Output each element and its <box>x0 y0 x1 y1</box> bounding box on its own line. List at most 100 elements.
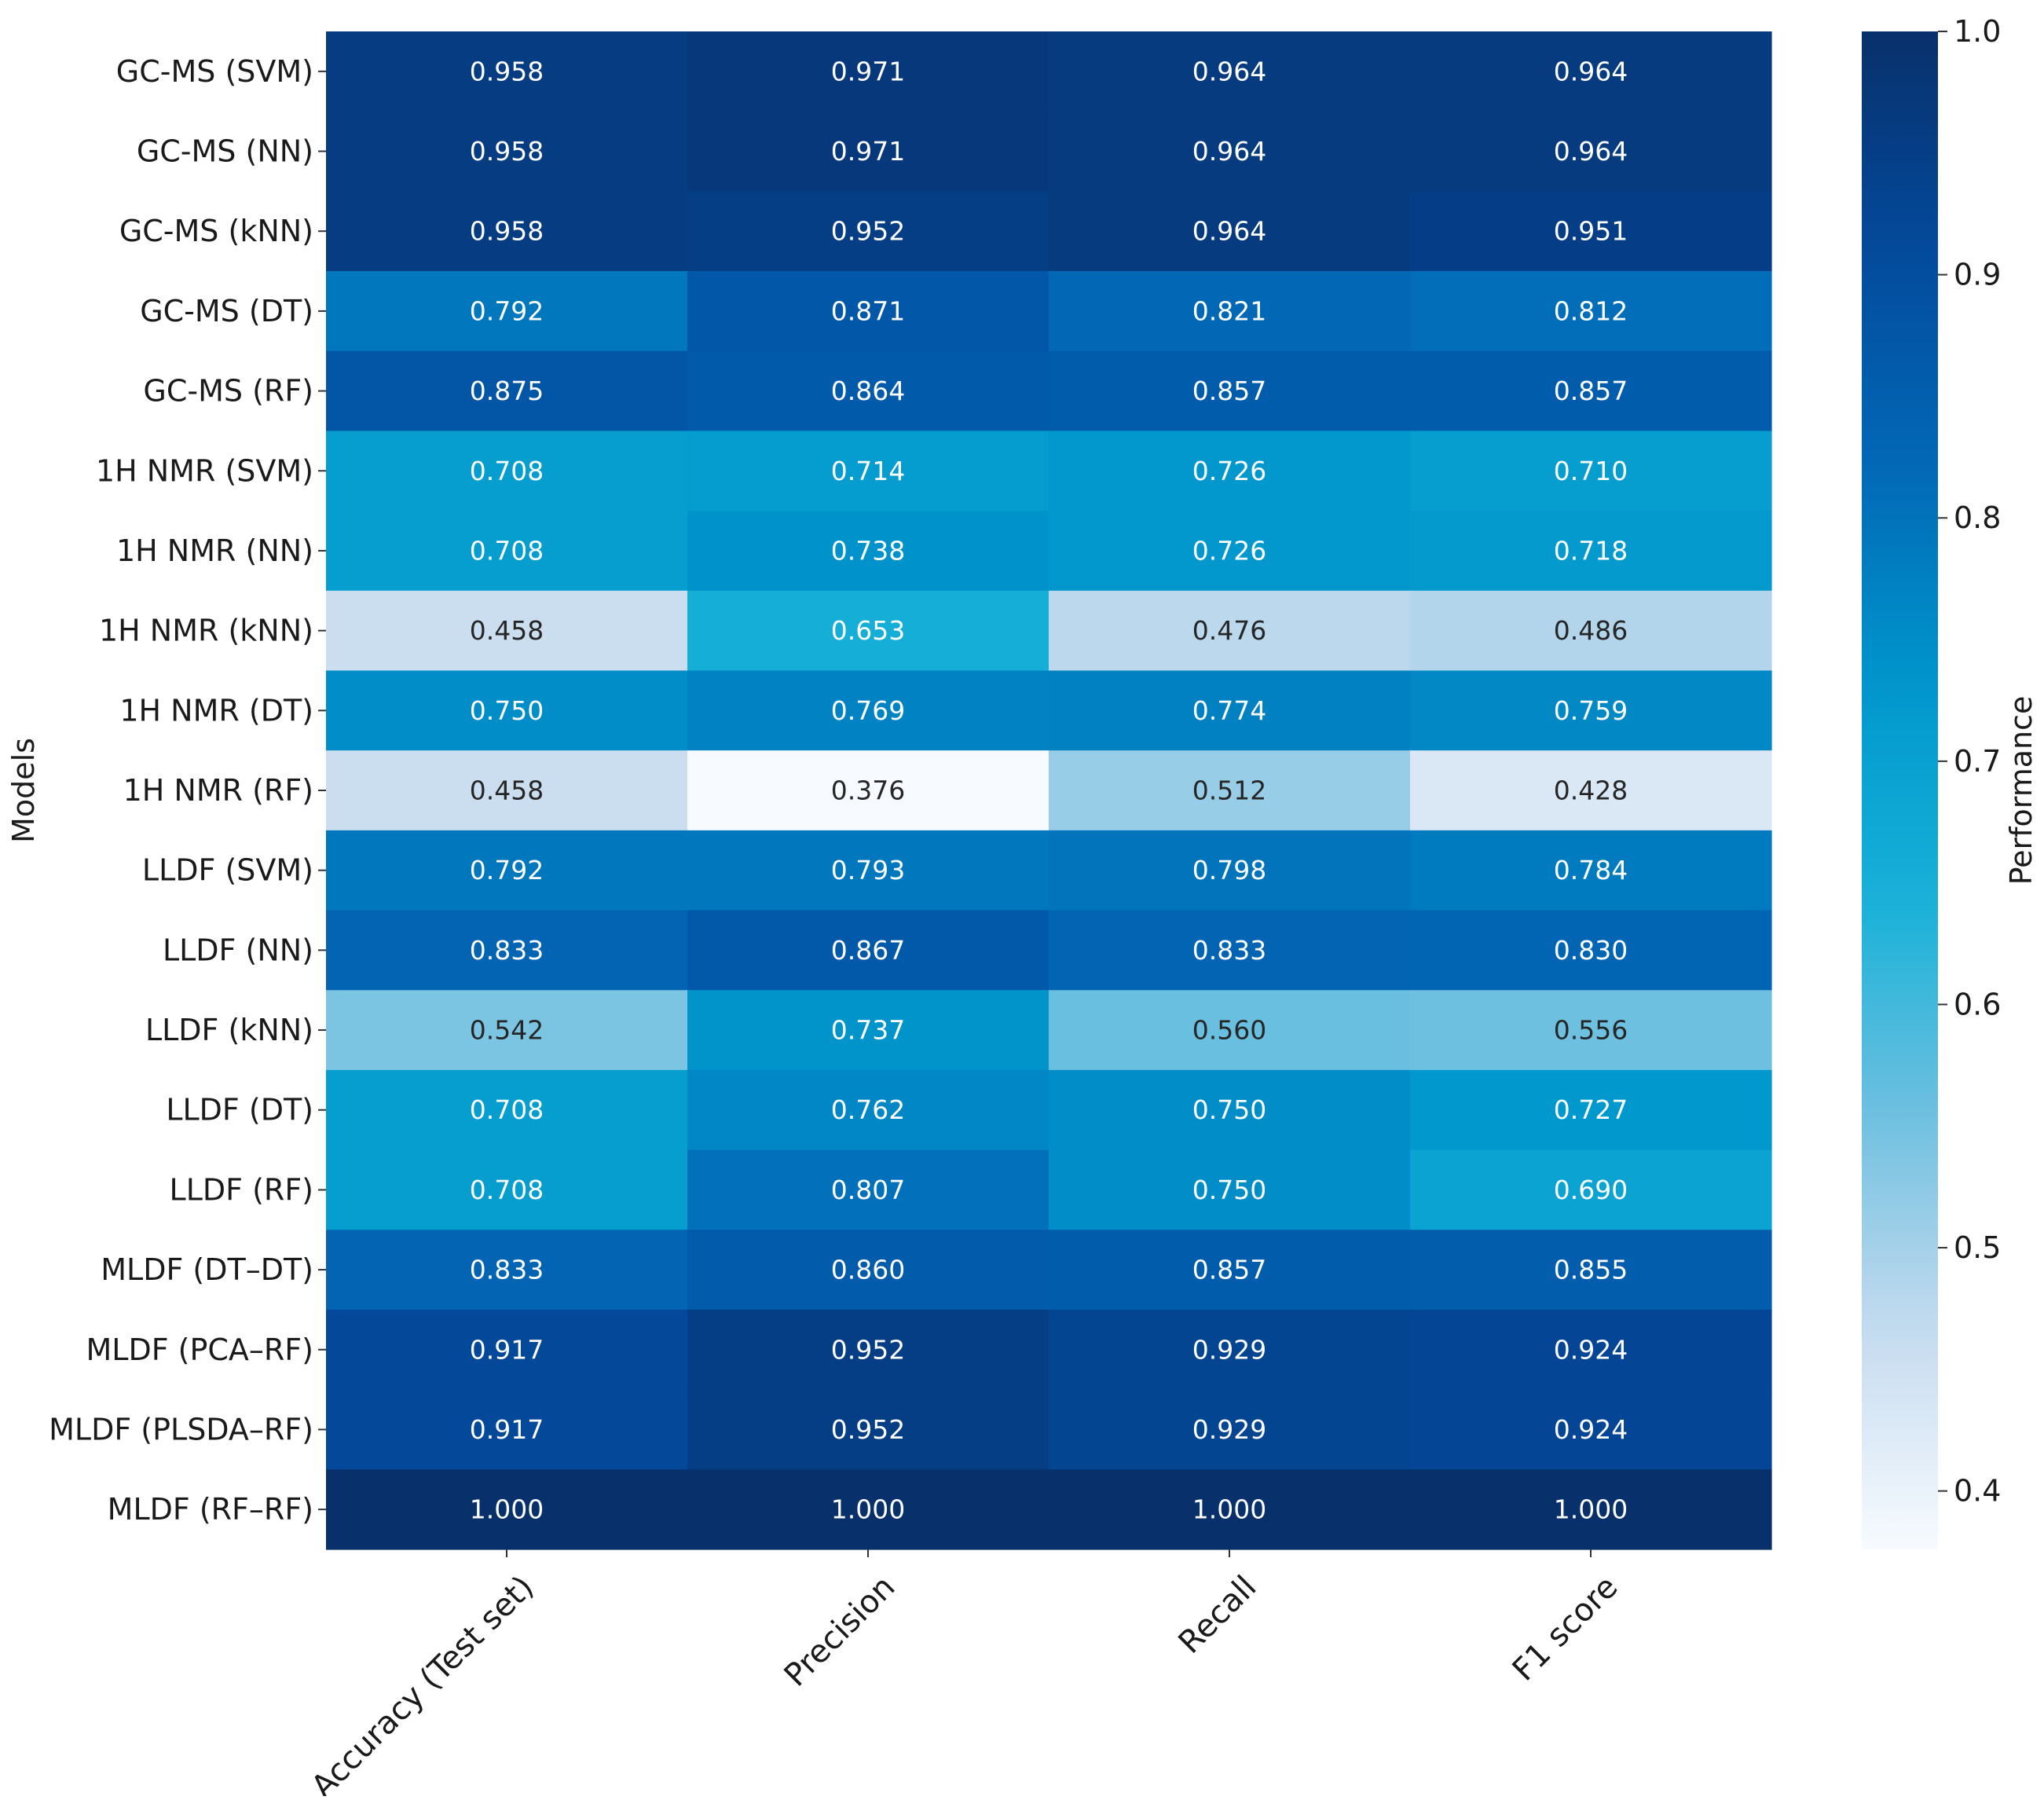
cell-value-label: 0.737 <box>831 1015 905 1046</box>
heatmap-cell <box>1410 1389 1772 1470</box>
heatmap-cell <box>1049 271 1411 352</box>
cell-value-label: 0.951 <box>1554 216 1628 247</box>
heatmap-cell <box>326 1230 688 1311</box>
y-tick-label: MLDF (RF–RF) <box>108 1492 313 1527</box>
heatmap-cell <box>687 1149 1049 1230</box>
heatmap-cell <box>1410 670 1772 751</box>
cell-value-label: 0.857 <box>1192 1255 1266 1285</box>
cell-value-label: 0.792 <box>470 855 544 885</box>
cell-value-label: 0.750 <box>470 695 544 726</box>
heatmap-cell <box>1049 111 1411 192</box>
cell-value-label: 0.727 <box>1554 1094 1628 1125</box>
cell-value-label: 1.000 <box>831 1494 905 1525</box>
heatmap-cell <box>1410 511 1772 592</box>
colorbar-tick-label: 0.5 <box>1954 1230 2001 1265</box>
colorbar-gradient <box>1862 31 1938 1549</box>
cell-value-label: 0.917 <box>470 1334 544 1365</box>
x-tick-label: Precision <box>778 1569 903 1694</box>
heatmap-cell <box>326 191 688 272</box>
heatmap-cell <box>687 111 1049 192</box>
cell-value-label: 0.929 <box>1192 1414 1266 1445</box>
heatmap-cell <box>1410 1469 1772 1550</box>
cell-value-label: 0.964 <box>1554 56 1628 86</box>
y-tick-label: LLDF (kNN) <box>145 1013 313 1047</box>
heatmap-cell <box>687 511 1049 592</box>
cell-value-label: 0.708 <box>470 1094 544 1125</box>
colorbar-tick-label: 1.0 <box>1954 14 2001 49</box>
heatmap-cell <box>326 1309 688 1391</box>
heatmap-cell <box>687 1069 1049 1151</box>
heatmap-cell <box>1049 1069 1411 1151</box>
heatmap-cell <box>326 31 688 112</box>
heatmap-cell <box>326 431 688 511</box>
y-tick-label: 1H NMR (kNN) <box>99 614 313 648</box>
cell-value-label: 0.833 <box>470 935 544 966</box>
heatmap-cell <box>1049 590 1411 672</box>
heatmap-cell <box>1410 1309 1772 1391</box>
heatmap-cell <box>326 1149 688 1230</box>
cell-value-label: 1.000 <box>1554 1494 1628 1525</box>
cell-value-label: 0.875 <box>470 376 544 406</box>
cell-value-label: 0.958 <box>470 216 544 247</box>
cell-value-label: 0.929 <box>1192 1334 1266 1365</box>
cell-value-label: 0.738 <box>831 535 905 566</box>
cell-value-label: 0.924 <box>1554 1334 1628 1365</box>
heatmap-cell <box>687 271 1049 352</box>
cell-value-label: 0.512 <box>1192 775 1266 806</box>
cell-value-label: 0.971 <box>831 56 905 86</box>
colorbar-tick-label: 0.8 <box>1954 500 2001 535</box>
cell-value-label: 0.958 <box>470 136 544 167</box>
heatmap-cell <box>1410 350 1772 432</box>
colorbar-tick-label: 0.6 <box>1954 987 2001 1021</box>
y-tick-label: LLDF (NN) <box>163 933 313 967</box>
heatmap-cell <box>1410 1230 1772 1311</box>
y-tick-label: LLDF (RF) <box>170 1172 313 1207</box>
heatmap-cell <box>687 590 1049 672</box>
heatmap-cell <box>1410 31 1772 112</box>
cell-value-label: 0.952 <box>831 1334 905 1365</box>
heatmap-cell <box>326 350 688 432</box>
cell-value-label: 0.964 <box>1554 136 1628 167</box>
cell-value-label: 0.690 <box>1554 1175 1628 1205</box>
heatmap-cell <box>1410 1069 1772 1151</box>
heatmap-cell <box>687 1309 1049 1391</box>
heatmap-cell <box>1049 750 1411 831</box>
cell-value-label: 0.428 <box>1554 775 1628 806</box>
y-tick-label: LLDF (SVM) <box>142 853 313 888</box>
y-tick-label: LLDF (DT) <box>166 1093 313 1127</box>
cell-value-label: 0.708 <box>470 456 544 486</box>
cell-value-label: 0.376 <box>831 775 905 806</box>
cell-value-label: 0.759 <box>1554 695 1628 726</box>
heatmap-cell <box>326 910 688 991</box>
x-tick-label: F1 score <box>1506 1569 1625 1688</box>
cell-value-label: 0.542 <box>470 1015 544 1046</box>
cell-value-label: 0.710 <box>1554 456 1628 486</box>
heatmap-cell <box>326 590 688 672</box>
heatmap-cell <box>326 1469 688 1550</box>
heatmap-cell <box>687 990 1049 1071</box>
heatmap-cell <box>326 511 688 592</box>
heatmap-cell <box>687 910 1049 991</box>
colorbar: 0.4 0.5 0.6 0.7 0.8 0.9 1.0 <box>1862 14 2001 1549</box>
cell-value-label: 0.812 <box>1554 295 1628 326</box>
heatmap-cell <box>687 431 1049 511</box>
heatmap-cell <box>1049 350 1411 432</box>
cell-value-label: 0.857 <box>1554 376 1628 406</box>
y-tick-label: MLDF (PLSDA–RF) <box>49 1412 313 1446</box>
heatmap-cell <box>1049 1230 1411 1311</box>
cell-value-label: 0.917 <box>470 1414 544 1445</box>
heatmap-cell <box>687 670 1049 751</box>
cell-value-label: 0.718 <box>1554 535 1628 566</box>
y-tick-label: GC-MS (SVM) <box>116 54 313 89</box>
cell-value-label: 0.807 <box>831 1175 905 1205</box>
cell-value-label: 0.924 <box>1554 1414 1628 1445</box>
cell-value-label: 0.830 <box>1554 935 1628 966</box>
heatmap-cell <box>1410 750 1772 831</box>
cell-value-label: 0.708 <box>470 1175 544 1205</box>
cell-value-label: 0.821 <box>1192 295 1266 326</box>
heatmap-cell <box>1049 1469 1411 1550</box>
y-tick-label: GC-MS (DT) <box>140 294 313 328</box>
heatmap-cell <box>1049 431 1411 511</box>
cell-value-label: 0.952 <box>831 1414 905 1445</box>
